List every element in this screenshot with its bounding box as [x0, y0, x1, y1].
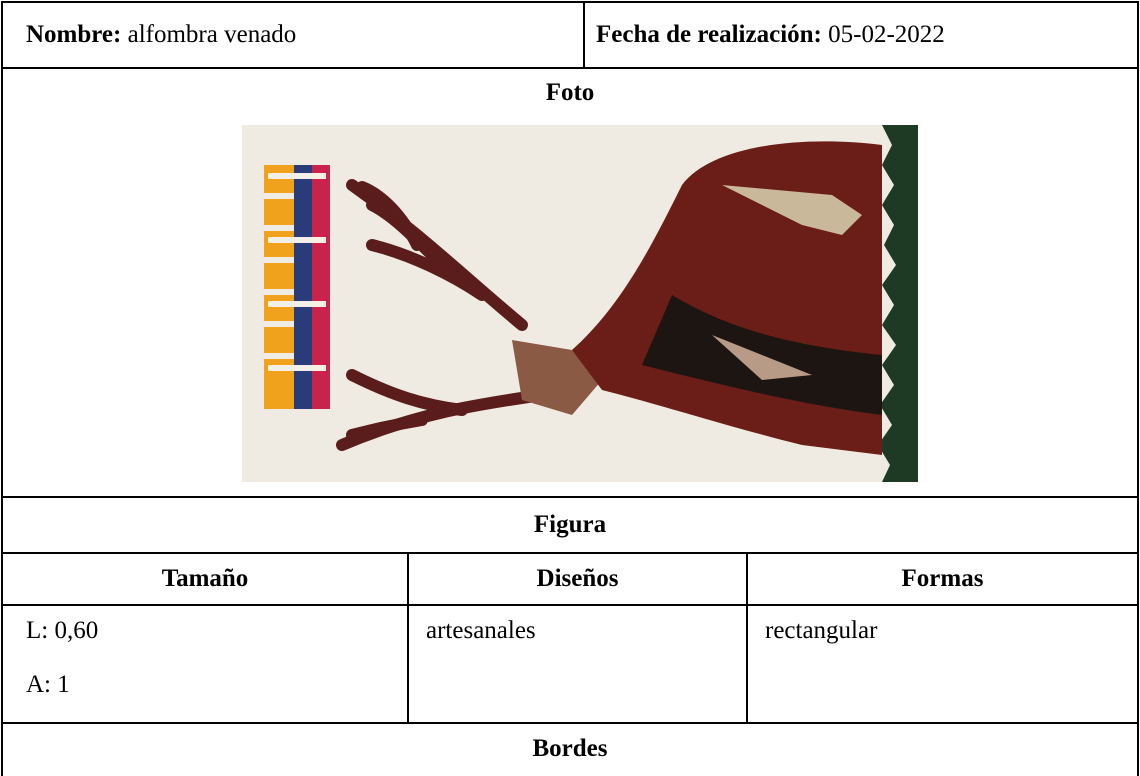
figure-label: Figura: [533, 511, 607, 538]
border: [1, 552, 1139, 554]
column-header: Formas: [901, 565, 984, 592]
border: [1, 604, 1139, 606]
border: [583, 1, 585, 69]
cell: L: 0,60: [26, 617, 99, 644]
label: Nombre:: [26, 21, 122, 48]
value: alfombra venado: [127, 21, 297, 48]
border: [407, 552, 409, 724]
column-header: Diseños: [536, 565, 619, 592]
date-field: Fecha de realización: 05-02-2022: [596, 20, 945, 50]
cell: rectangular: [765, 617, 878, 644]
border: [1, 496, 1139, 498]
column-header: Tamaño: [161, 565, 249, 592]
border: [746, 552, 748, 724]
border: [1, 1, 1139, 3]
cell: A: 1: [26, 671, 70, 698]
borders-label: Bordes: [532, 735, 608, 762]
name-field: Nombre: alfombra venado: [26, 20, 296, 50]
border: [1, 1, 3, 776]
photo-label: Foto: [545, 79, 595, 106]
value: 05-02-2022: [828, 21, 945, 48]
border: [1137, 1, 1139, 776]
label: Fecha de realización:: [596, 21, 822, 48]
cell: artesanales: [426, 617, 536, 644]
photo: [242, 125, 918, 482]
border: [1, 67, 1139, 69]
border: [1, 722, 1139, 724]
